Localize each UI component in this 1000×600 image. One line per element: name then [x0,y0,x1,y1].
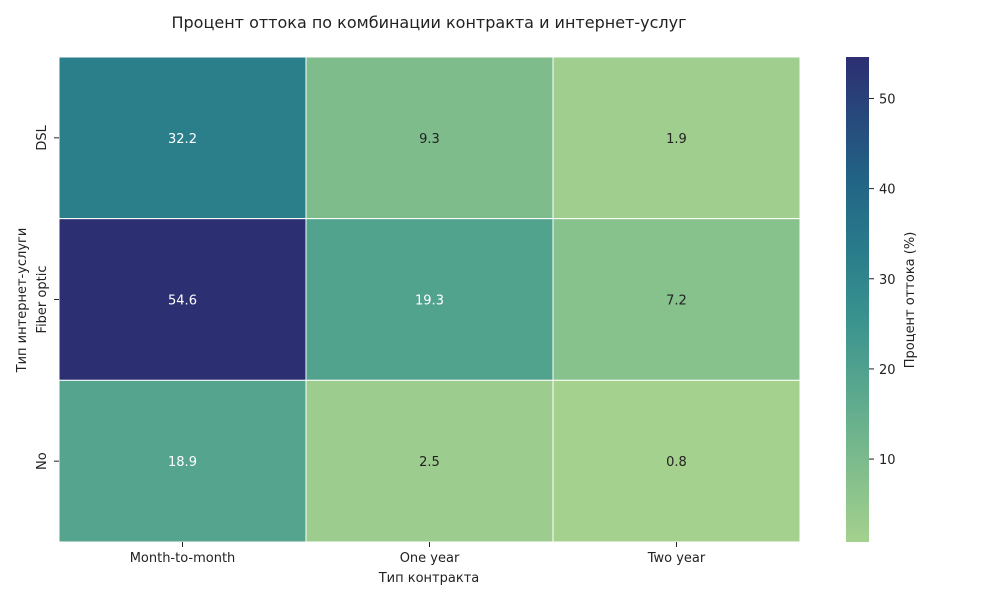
y-tick-label: Fiber optic [35,266,50,334]
heatmap-cell [305,56,554,220]
heatmap-cells: 32.2 9.3 1.9 54.6 19.3 7.2 18.9 2.5 0.8 [58,56,801,543]
heatmap-cell-value: 32.2 [168,132,197,147]
colorbar-tick-label: 10 [879,453,896,468]
colorbar-tick-label: 50 [879,92,896,107]
heatmap-cell-value: 19.3 [415,294,444,309]
heatmap-cell [58,379,307,543]
y-axis-ticks: DSL Fiber optic No [35,124,59,470]
colorbar-gradient [846,57,869,542]
heatmap-cell [305,218,554,381]
heatmap-cell [305,379,554,543]
heatmap-cell-value: 9.3 [419,132,440,147]
colorbar-tick-label: 40 [879,183,896,198]
colorbar-ticks: 10 20 30 40 50 [869,92,896,468]
colorbar-tick-label: 20 [879,363,896,378]
colorbar-label: Процент оттока (%) [903,232,918,369]
y-tick-label: No [35,452,50,470]
y-axis-label: Тип интернет-услуги [15,228,30,374]
heatmap-cell [58,56,307,220]
x-tick-label: One year [400,551,460,566]
colorbar-tick-label: 30 [879,273,896,288]
x-axis-label: Тип контракта [378,571,480,586]
y-tick-label: DSL [35,124,50,150]
heatmap-cell [58,218,307,381]
colorbar: 10 20 30 40 50 Процент оттока (%) [846,57,918,542]
x-axis-ticks: Month-to-month One year Two year [130,542,706,566]
heatmap-cell-value: 2.5 [419,455,440,470]
heatmap-cell-value: 7.2 [666,294,687,309]
x-tick-label: Two year [647,551,706,566]
heatmap-cell-value: 0.8 [666,455,687,470]
chart-title: Процент оттока по комбинации контракта и… [171,13,686,32]
heatmap-cell-value: 54.6 [168,294,197,309]
heatmap-cell-value: 1.9 [666,132,687,147]
x-tick-label: Month-to-month [130,551,236,566]
heatmap-cell [552,56,801,220]
heatmap-cell [552,218,801,381]
heatmap-cell-value: 18.9 [168,455,197,470]
